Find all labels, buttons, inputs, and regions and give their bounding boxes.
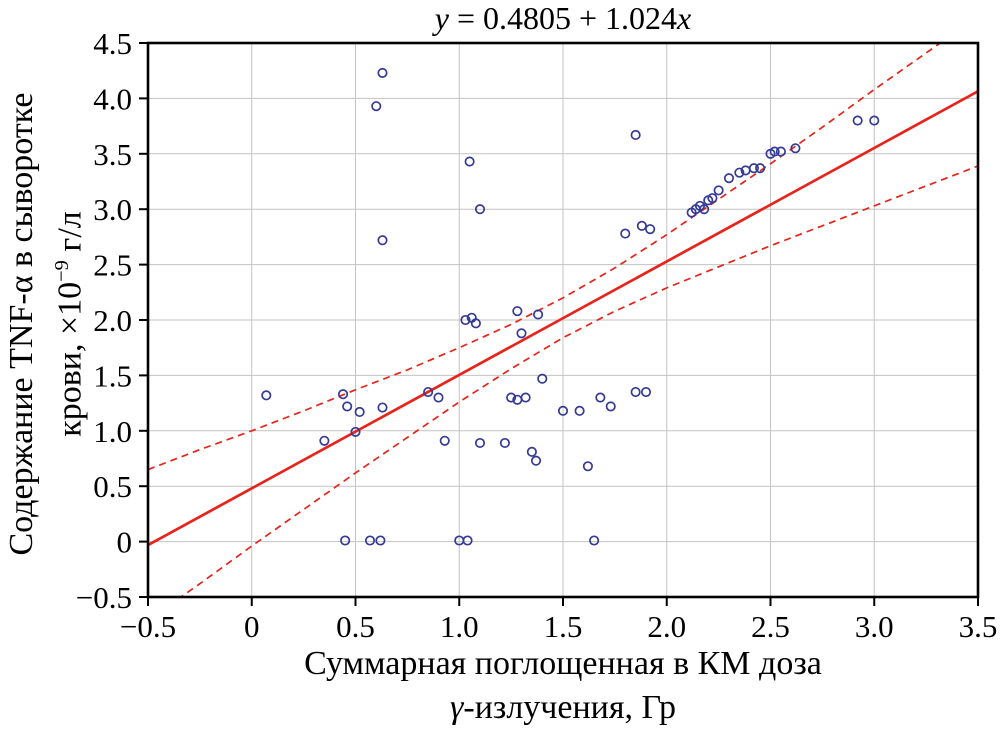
x-tick-label: 1.0: [440, 609, 479, 644]
data-point: [423, 386, 434, 398]
data-point: [605, 401, 616, 412]
data-point: [364, 535, 376, 546]
data-point: [636, 220, 647, 231]
data-point: [319, 435, 330, 446]
data-point: [582, 461, 593, 472]
data-point: [723, 173, 735, 184]
y-tick-label: 4.5: [93, 26, 132, 61]
data-point: [530, 455, 542, 466]
data-point: [520, 392, 531, 403]
x-tick-label: 2.0: [647, 609, 686, 644]
data-point: [377, 67, 388, 78]
x-tick-label: 0.5: [336, 609, 375, 644]
y-tick-label: 0: [117, 525, 133, 560]
title-y-var: y: [434, 0, 449, 36]
data-point: [460, 314, 471, 326]
data-point: [630, 386, 641, 398]
data-point: [734, 167, 745, 178]
data-point: [574, 405, 585, 416]
y-tick-label: 2.5: [93, 248, 132, 283]
data-point: [748, 163, 759, 174]
data-point: [589, 535, 600, 546]
data-point: [755, 163, 766, 174]
x-tick-label: 2.5: [751, 609, 790, 644]
y-axis-label-line2: крови, ×10−9 г/л: [51, 211, 89, 437]
x-tick-label: −0.5: [120, 609, 176, 644]
data-point: [371, 101, 382, 112]
chart-title: y = 0.4805 + 1.024x: [148, 0, 978, 37]
data-point: [375, 535, 386, 546]
data-point: [557, 405, 569, 416]
gamma-symbol: γ: [449, 689, 464, 726]
data-point: [516, 328, 527, 339]
y-tick-label: 0.5: [93, 469, 132, 504]
data-point: [377, 402, 388, 413]
data-point: [533, 309, 544, 320]
x-tick-label: 3.5: [959, 609, 998, 644]
y-tick-label: 3.0: [93, 192, 132, 227]
y-tick-label: −0.5: [76, 580, 132, 615]
data-point: [713, 185, 724, 196]
x-tick-label: 3.0: [855, 609, 894, 644]
data-point: [354, 406, 365, 418]
data-point: [462, 535, 473, 546]
data-point: [526, 446, 537, 457]
x-tick-label: 1.5: [544, 609, 583, 644]
data-point: [337, 389, 349, 400]
data-point: [464, 156, 475, 167]
data-point: [645, 224, 656, 235]
regression-line: [148, 90, 978, 547]
data-point: [630, 129, 641, 141]
data-point: [595, 392, 606, 403]
data-point: [506, 392, 517, 403]
x-tick-label: 0: [244, 609, 260, 644]
title-equation: = 0.4805 + 1.024: [448, 0, 678, 36]
y-tick-label: 1.5: [93, 358, 132, 393]
title-x-var: x: [677, 0, 692, 36]
data-point: [499, 437, 510, 449]
data-point: [699, 204, 710, 215]
y-tick-label: 4.0: [93, 81, 132, 116]
y-axis-exponent: −9: [51, 260, 73, 282]
data-point: [775, 146, 786, 157]
y-tick-label: 1.0: [93, 414, 132, 449]
data-point: [261, 390, 272, 401]
x-axis-label: Суммарная поглощенная в КМ доза γ-излуче…: [148, 642, 978, 730]
data-point: [537, 373, 548, 384]
data-point: [512, 306, 523, 317]
data-point: [790, 143, 801, 154]
confidence-band-lower: [179, 165, 978, 597]
x-axis-label-line2: γ-излучения, Гр: [449, 689, 677, 726]
data-point: [342, 401, 353, 412]
data-point: [340, 535, 351, 546]
confidence-band-upper: [148, 43, 942, 471]
data-point: [474, 437, 486, 449]
data-point: [474, 204, 486, 215]
x-axis-label-line1: Суммарная поглощенная в КМ доза: [304, 645, 822, 682]
data-point: [640, 386, 652, 398]
data-point: [439, 435, 450, 446]
y-tick-label: 3.5: [93, 137, 132, 172]
data-point: [620, 228, 631, 239]
data-point: [470, 318, 481, 329]
data-point: [377, 235, 388, 246]
data-point: [707, 193, 718, 204]
y-axis-label: Содержание TNF-α в сыворотке крови, ×10−…: [2, 14, 88, 634]
y-axis-label-line1: Содержание TNF-α в сыворотке: [3, 92, 40, 556]
y-tick-label: 2.0: [93, 303, 132, 338]
data-point: [852, 115, 863, 126]
data-point: [869, 115, 880, 126]
data-point: [769, 146, 780, 157]
data-point: [433, 392, 444, 403]
data-point: [350, 426, 361, 437]
